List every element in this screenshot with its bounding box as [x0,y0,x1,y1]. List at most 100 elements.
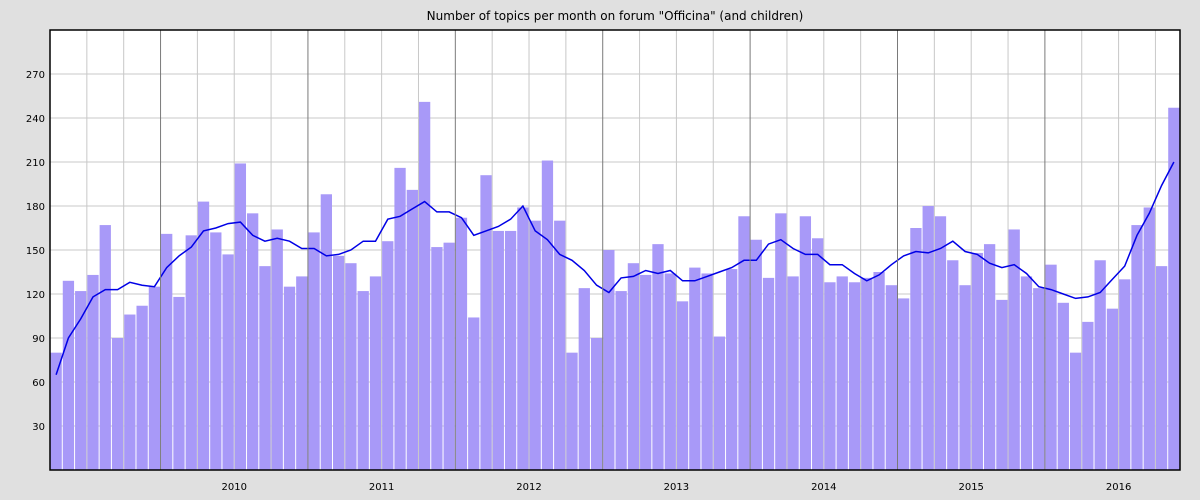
bar [775,213,787,471]
bar [382,241,394,470]
bar [161,233,173,470]
bar [615,291,627,470]
bar [197,201,210,470]
bar [1020,276,1033,470]
bar [762,277,775,470]
bar [210,232,222,470]
bars [50,101,1180,471]
bar [713,336,726,470]
bar [873,272,885,470]
bar [492,230,504,470]
bar [934,216,947,470]
bar [898,298,910,470]
bar [750,239,762,470]
bar [676,301,689,470]
bar [345,263,357,470]
bar [283,286,296,470]
bar [590,338,603,470]
bar [369,276,382,470]
bar [652,244,664,470]
bar [75,291,87,470]
bar [431,247,443,470]
y-tick-label: 150 [26,246,45,257]
bar [664,273,676,470]
bar [394,167,406,470]
bar [504,230,517,470]
bar [799,216,812,470]
bar [787,276,799,470]
bar [701,273,713,470]
x-tick-label: 2015 [958,482,983,493]
bar [222,254,234,470]
bar [861,277,873,470]
year-lines [160,30,1046,470]
bar [455,217,468,470]
bar [443,242,455,470]
y-tick-label: 60 [32,378,45,389]
x-tick-label: 2010 [222,482,247,493]
bar [136,305,148,470]
bar [271,229,283,470]
bar [87,274,99,470]
bar [1069,352,1082,470]
bar [836,276,848,470]
y-tick-label: 210 [26,158,45,169]
x-tick-label: 2012 [516,482,541,493]
bar [824,282,836,470]
bar [1131,225,1143,470]
bar [50,352,62,470]
bar [517,207,529,470]
bar [1008,229,1020,470]
bar [99,225,111,470]
bar [554,220,566,470]
bar [247,213,259,471]
bar [726,269,738,470]
bar [111,338,124,470]
bar [308,232,320,470]
bar [406,189,418,470]
y-axis-labels: 30 60 90 120 150 180 210 240 270 [26,70,45,433]
bar [848,282,861,470]
bar [418,101,431,470]
bar [468,317,480,470]
bar [1033,288,1045,470]
bar [1082,321,1094,470]
bar [689,267,701,470]
bar [1057,302,1069,470]
x-tick-label: 2013 [664,482,689,493]
y-tick-label: 240 [26,114,45,125]
bar [738,216,750,470]
bar [333,255,345,470]
bar [910,228,922,470]
bar [357,291,369,470]
bar [541,160,554,471]
x-axis-labels: 2010 2011 2012 2013 2014 2015 2016 [222,482,1132,493]
bar [812,238,824,470]
bar [1106,308,1119,470]
bar [1094,260,1106,470]
x-tick-label: 2014 [811,482,836,493]
y-tick-label: 90 [32,334,45,345]
bar [259,266,271,470]
moving-average-line [55,161,1175,375]
plot-frame [49,29,1181,471]
bar [947,260,959,470]
bar [885,285,897,470]
bar [173,296,185,470]
bar [185,235,197,470]
x-tick-label: 2016 [1106,482,1131,493]
bar [603,250,615,470]
bar [320,194,332,470]
bar [1168,107,1180,470]
bar [996,299,1008,470]
bar [578,288,590,470]
bar [234,163,247,470]
x-tick-label: 2011 [369,482,394,493]
bar [296,276,308,470]
y-tick-label: 270 [26,70,45,81]
bar [566,352,578,470]
bar [1143,207,1155,470]
bar [627,263,640,470]
y-tick-label: 180 [26,202,45,213]
